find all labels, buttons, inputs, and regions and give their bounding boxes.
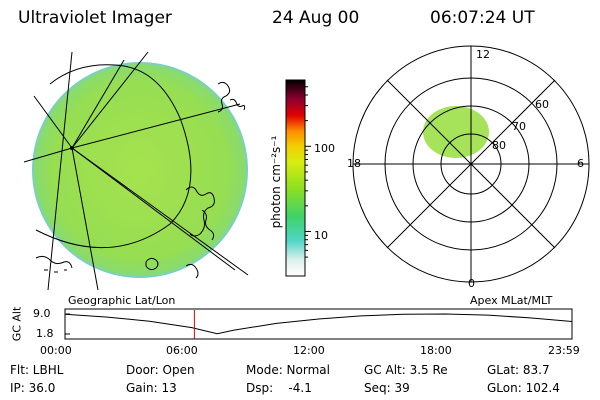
status-filter: Flt: LBHL — [10, 363, 64, 377]
lat-label-80: 80 — [492, 139, 506, 152]
auroral-oval — [423, 106, 489, 158]
meridian-line — [71, 59, 125, 149]
latitude-circle — [49, 64, 125, 85]
colorbar-ticks — [305, 86, 311, 258]
xtick-label-1800: 18:00 — [420, 344, 452, 357]
apex-label: Apex MLat/MLT — [470, 294, 553, 307]
status-seq: Seq: 39 — [364, 381, 410, 395]
earth-limb — [32, 62, 248, 278]
ytick-label-1-8: 1.8 — [36, 327, 54, 340]
mlt-label-0: 0 — [468, 277, 475, 290]
coastline — [201, 209, 215, 241]
earth-image — [23, 51, 249, 291]
status-gain: Gain: 13 — [126, 381, 177, 395]
latitude-circle — [35, 65, 192, 249]
status-glon: GLon: 102.4 — [487, 381, 560, 395]
polar-diagonal — [386, 79, 556, 249]
mlt-label-12: 12 — [476, 48, 490, 61]
xtick-label-2359: 23:59 — [548, 344, 580, 357]
meridian-line — [47, 51, 73, 291]
meridian-line — [71, 147, 249, 276]
xtick-label-0000: 00:00 — [40, 344, 72, 357]
status-gcalt: GC Alt: 3.5 Re — [364, 363, 448, 377]
xtick-label-0600: 06:00 — [166, 344, 198, 357]
gc-alt-axis-label: GC Alt — [10, 306, 24, 342]
coastline — [229, 98, 246, 111]
coastline — [44, 269, 67, 273]
coastline — [145, 257, 159, 271]
mlt-label-18: 18 — [347, 157, 361, 170]
colorbar-tick-label-10: 10 — [314, 229, 328, 242]
orbit-plot — [64, 308, 573, 340]
date-label: 24 Aug 00 — [272, 8, 360, 28]
instrument-title: Ultraviolet Imager — [18, 8, 172, 28]
status-dsp: Dsp: -4.1 — [246, 381, 312, 395]
orbit-plot-frame — [64, 308, 573, 340]
meridian-line — [33, 95, 73, 149]
colorbar-tick-label-100: 100 — [314, 142, 335, 155]
coastline — [185, 186, 215, 237]
meridian-line — [71, 147, 236, 271]
lat-label-70: 70 — [512, 120, 526, 133]
coastline — [217, 81, 231, 113]
status-mode: Mode: Normal — [246, 363, 330, 377]
earth-disk — [33, 63, 247, 277]
colorbar-gradient — [285, 79, 306, 277]
ytick-label-9: 9.0 — [33, 307, 51, 320]
geographic-label: Geographic Lat/Lon — [68, 294, 176, 307]
coastline — [185, 263, 199, 279]
status-ip: IP: 36.0 — [10, 381, 56, 395]
coastline — [35, 255, 73, 269]
colorbar-unit-label: photon cm⁻²s⁻¹ — [269, 135, 283, 229]
polar-plot — [352, 45, 590, 283]
status-door: Door: Open — [126, 363, 195, 377]
xtick-label-1200: 12:00 — [293, 344, 325, 357]
orbit-altitude-line — [64, 313, 573, 335]
lat-label-60: 60 — [535, 98, 549, 111]
pole-point — [70, 146, 74, 150]
status-glat: GLat: 83.7 — [487, 363, 550, 377]
time-label: 06:07:24 UT — [430, 8, 535, 28]
colorbar — [285, 79, 311, 277]
mlt-label-6: 6 — [577, 157, 584, 170]
